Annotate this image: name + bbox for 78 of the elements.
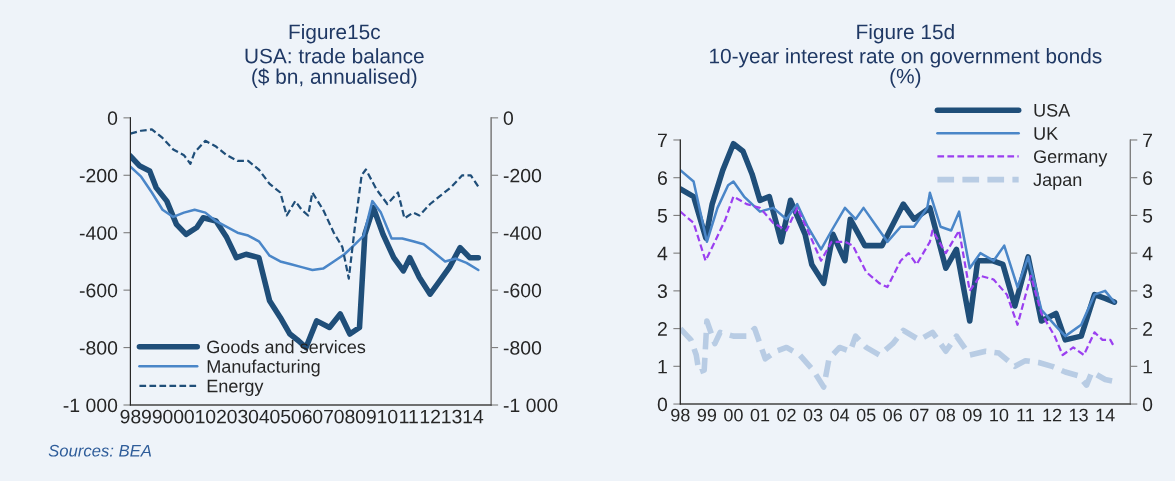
chart-title: Figure15c (289, 23, 381, 44)
x-tick-label: 08 (936, 408, 956, 422)
x-tick-label: 00 (163, 409, 184, 424)
legend-label: Germany (1034, 150, 1108, 167)
y2-tick-label: 6 (1143, 171, 1153, 185)
chart-subtitle: 10-year interest rate on government bonds (%) (710, 48, 1102, 88)
y2-tick-label: -200 (503, 168, 542, 183)
x-tick-label: 08 (334, 409, 355, 424)
y2-tick-label: 3 (1142, 284, 1153, 299)
x-tick-label: 13 (442, 409, 462, 424)
x-tick-label: 99 (697, 408, 717, 422)
x-tick-label: 05 (270, 409, 291, 424)
x-tick-label: 04 (248, 409, 270, 424)
x-tick-label: 98 (671, 408, 690, 422)
line-series (680, 195, 1116, 357)
legend-label: Energy (207, 379, 264, 396)
legend-label: UK (1034, 127, 1058, 140)
y-tick-label: 2 (657, 322, 667, 336)
y2-tick-label: 0 (503, 111, 514, 126)
y-tick-label: 3 (657, 284, 667, 299)
y-tick-label: 4 (657, 246, 668, 261)
legend-label: Goods and services (207, 340, 366, 354)
x-tick-label: 01 (750, 408, 770, 422)
y2-tick-label: -800 (503, 341, 542, 355)
y2-tick-label: 0 (1142, 397, 1153, 412)
x-tick-label: 01 (184, 409, 205, 424)
x-tick-label: 06 (883, 408, 902, 422)
x-tick-label: 10 (990, 408, 1009, 422)
x-tick-label: 00 (724, 408, 743, 422)
x-tick-label: 03 (803, 408, 823, 422)
x-tick-label: 03 (227, 409, 248, 424)
x-tick-label: 07 (313, 409, 333, 424)
x-tick-label: 11 (400, 409, 418, 424)
y-tick-label: -400 (79, 226, 118, 240)
y2-tick-label: 5 (1142, 209, 1153, 223)
y-tick-label: -800 (79, 341, 118, 355)
x-tick-label: 06 (291, 409, 312, 424)
y-tick-label: 5 (657, 209, 668, 223)
x-tick-label: 04 (830, 408, 850, 422)
y-tick-label: -600 (79, 283, 118, 298)
legend-label: Manufacturing (207, 359, 320, 377)
x-tick-label: 14 (1096, 408, 1115, 422)
legend-label: USA (1034, 103, 1071, 117)
y2-tick-label: -1 000 (503, 398, 558, 413)
y-tick-label: -200 (79, 168, 118, 183)
x-tick-label: 13 (1069, 408, 1088, 422)
x-tick-label: 11 (1017, 408, 1034, 422)
source-note: Sources: BEA (48, 444, 152, 457)
x-tick-label: 12 (1043, 408, 1062, 422)
x-tick-label: 09 (355, 409, 376, 424)
y-tick-label: 6 (658, 171, 667, 185)
x-tick-label: 02 (777, 408, 796, 422)
line-series (130, 165, 480, 272)
x-tick-label: 10 (377, 409, 398, 424)
x-tick-label: 07 (909, 408, 929, 422)
x-tick-label: 05 (856, 408, 876, 422)
y2-tick-label: 1 (1143, 359, 1153, 374)
y2-tick-label: 7 (1143, 133, 1152, 148)
chart-subtitle: USA: trade balance ($ bn, annualised) (245, 48, 424, 89)
line-series (680, 168, 1116, 338)
x-tick-label: 99 (141, 409, 162, 424)
chart-title: Figure 15d (857, 23, 954, 44)
x-tick-label: 09 (963, 408, 982, 422)
line-series (130, 128, 480, 280)
x-tick-label: 14 (463, 409, 484, 424)
x-tick-label: 02 (206, 409, 226, 424)
y2-tick-label: -400 (503, 226, 542, 240)
x-tick-label: 98 (120, 409, 141, 424)
y2-tick-label: 4 (1142, 246, 1153, 261)
y-tick-label: -1 000 (63, 398, 118, 413)
x-tick-label: 12 (420, 409, 440, 424)
legend-label: Japan (1033, 173, 1082, 190)
y2-tick-label: -600 (503, 283, 542, 298)
y-tick-label: 1 (658, 359, 667, 374)
y2-tick-label: 2 (1143, 322, 1152, 336)
y-tick-label: 0 (107, 111, 118, 126)
y-tick-label: 0 (657, 397, 668, 412)
y-tick-label: 7 (658, 133, 667, 148)
